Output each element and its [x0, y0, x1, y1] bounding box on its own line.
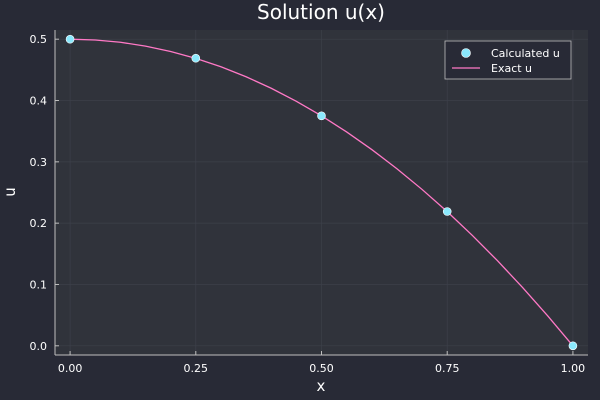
x-tick-label: 0.50 — [309, 362, 334, 375]
y-tick-label: 0.3 — [30, 156, 48, 169]
x-axis-label: x — [317, 377, 326, 395]
data-point-calculated-u — [191, 53, 201, 63]
data-point-calculated-u — [568, 341, 578, 351]
y-tick-label: 0.1 — [30, 278, 48, 291]
legend: Calculated u Exact u — [444, 40, 572, 80]
legend-marker-calculated — [461, 48, 471, 58]
grid — [55, 30, 588, 355]
y-tick-label: 0.4 — [30, 95, 48, 108]
x-tick-label: 0.25 — [184, 362, 209, 375]
x-tick-label: 1.00 — [561, 362, 586, 375]
data-point-calculated-u — [442, 207, 452, 216]
data-point-calculated-u — [317, 111, 326, 121]
y-axis-label: u — [1, 187, 19, 197]
series-group — [65, 34, 578, 351]
legend-box — [444, 40, 572, 80]
y-tick-label: 0.2 — [30, 217, 48, 230]
axes — [54, 30, 588, 356]
x-tick-label: 0.75 — [435, 362, 460, 375]
x-tick-label: 0.00 — [58, 362, 83, 375]
legend-label-calculated: Calculated u — [491, 47, 560, 60]
y-tick-label: 0.5 — [30, 33, 48, 46]
data-point-calculated-u — [65, 34, 75, 44]
tick-labels: 0.00 0.25 0.50 0.75 1.00 0.0 0.1 0.2 0.3 0.4 0.5 — [30, 33, 586, 375]
y-tick-label: 0.0 — [30, 340, 48, 353]
chart-title: Solution u(x) — [257, 0, 385, 24]
legend-label-exact: Exact u — [491, 62, 532, 75]
